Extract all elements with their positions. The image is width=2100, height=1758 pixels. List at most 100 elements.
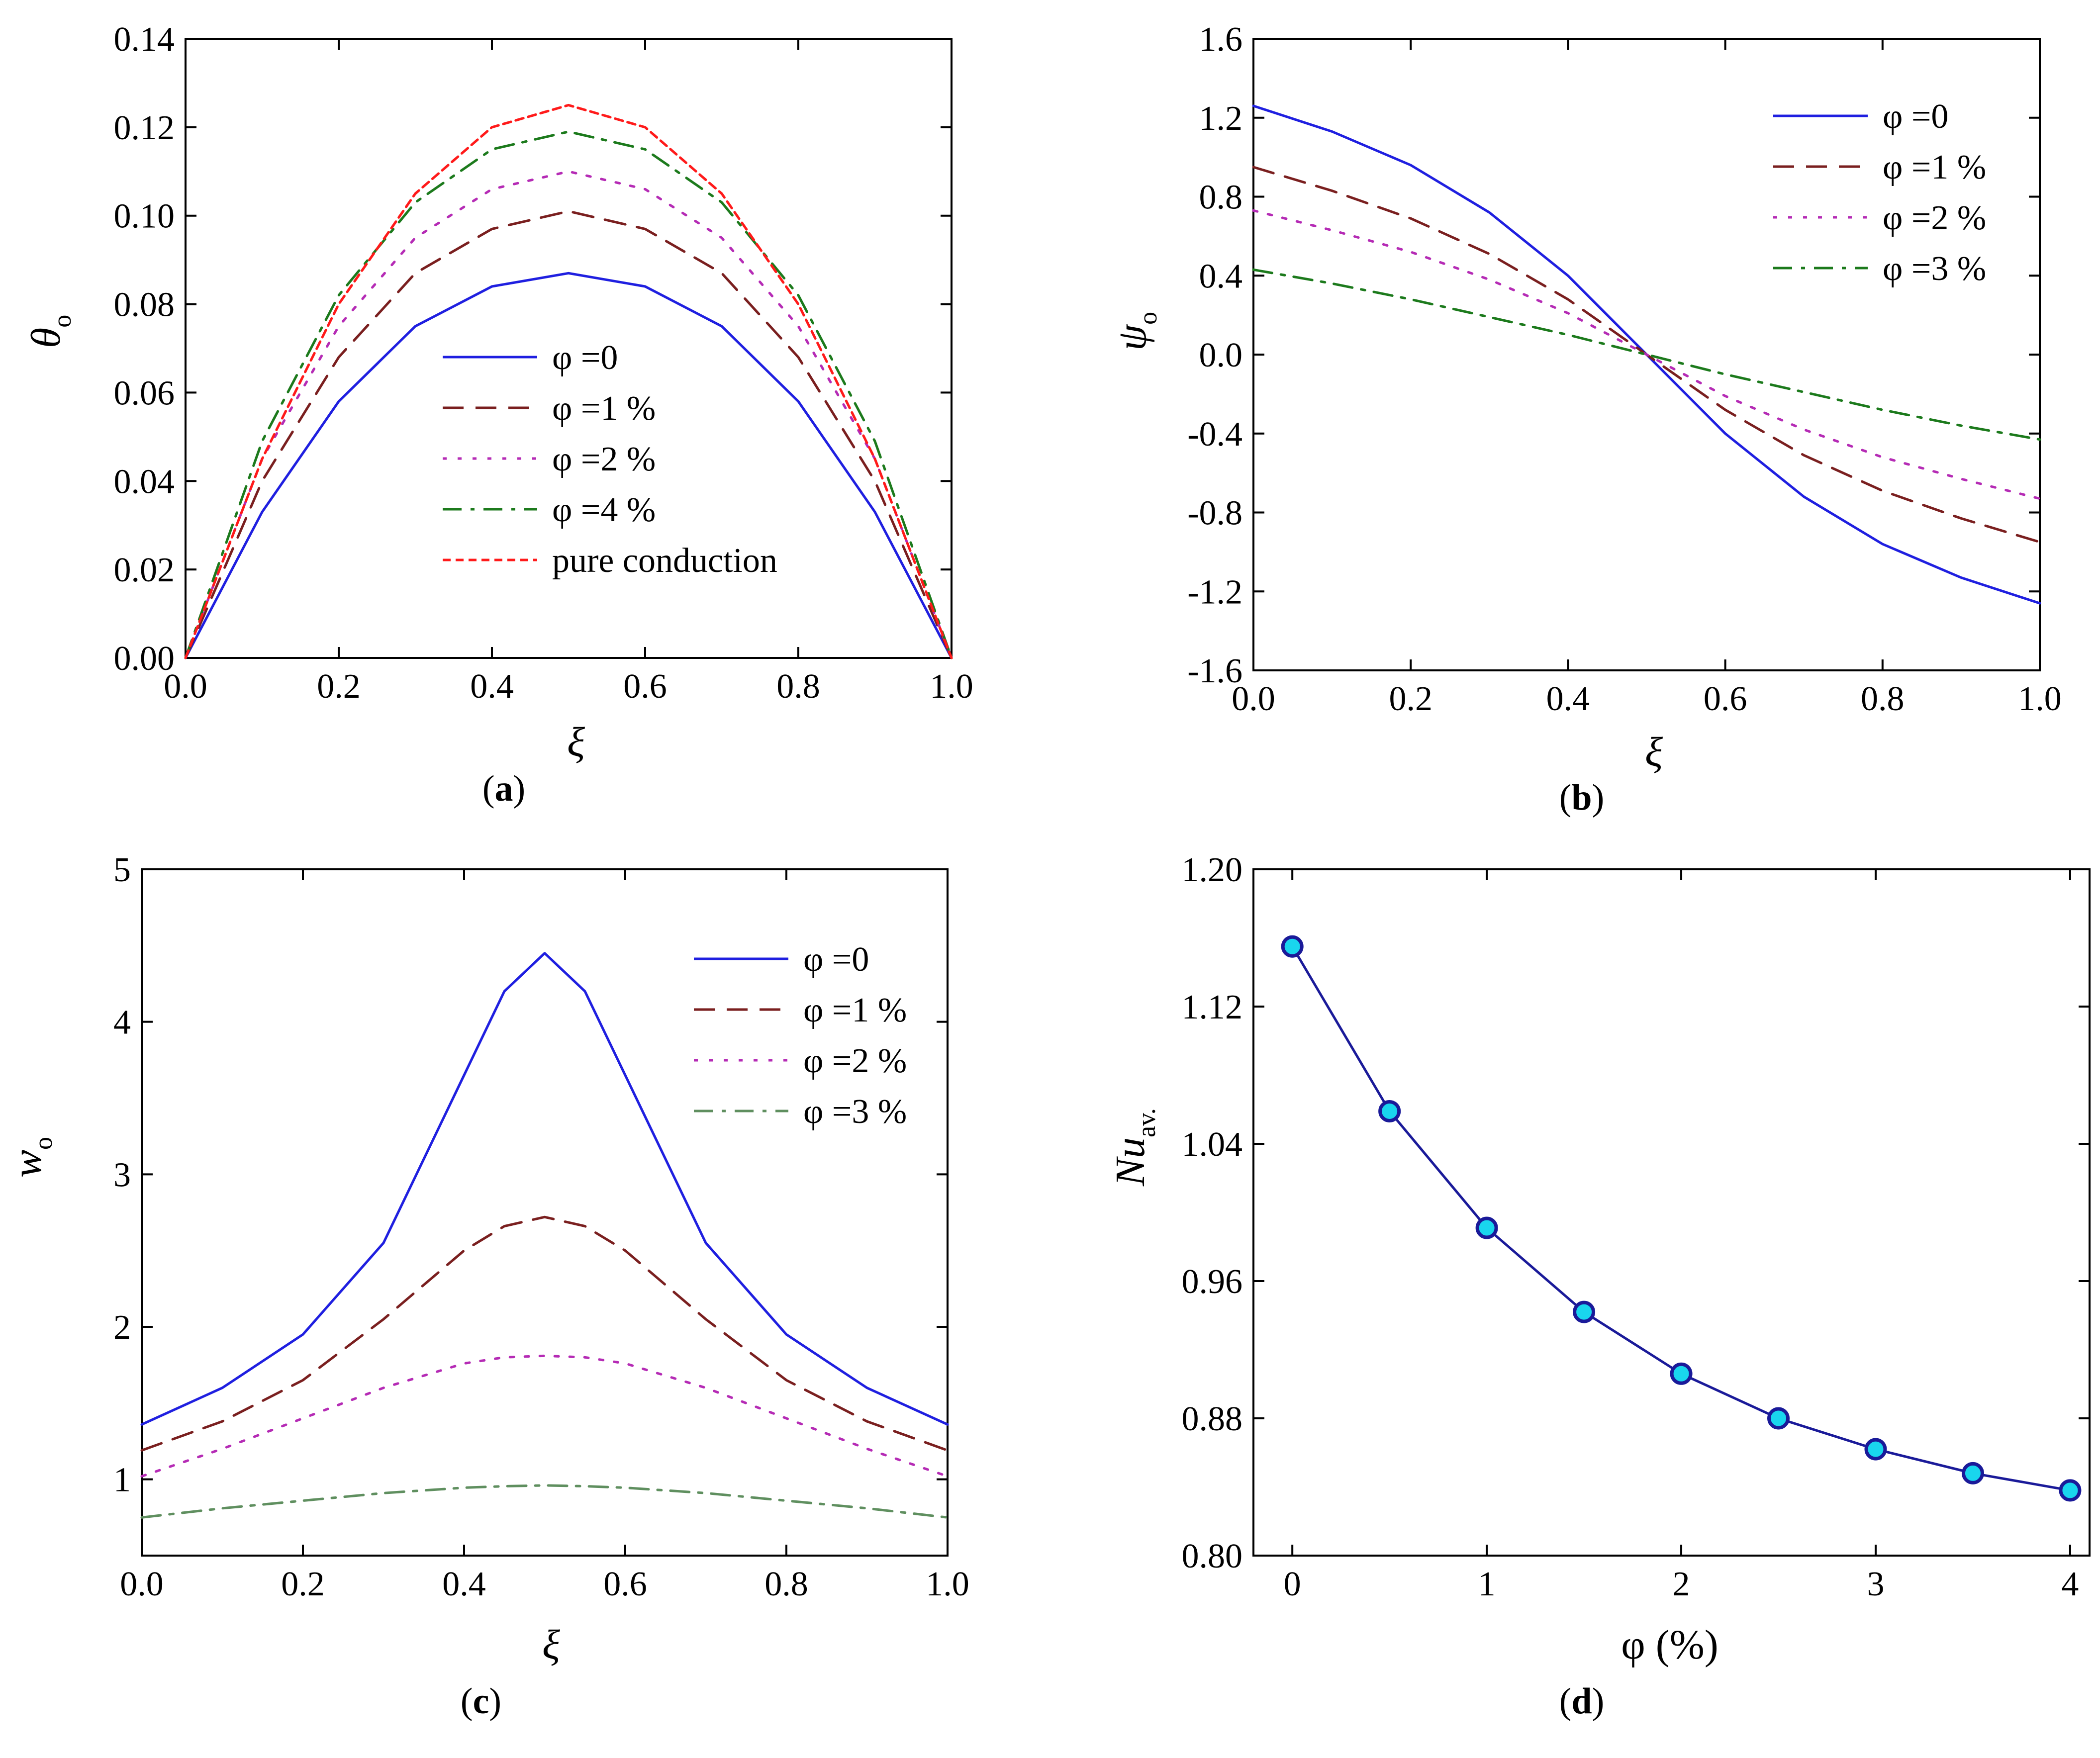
x-tick-label: 1 xyxy=(1478,1565,1496,1603)
legend-label-0: φ =0 xyxy=(552,339,618,377)
y-tick-label: 0.80 xyxy=(1182,1537,1243,1575)
y-tick-label: 0.12 xyxy=(114,109,175,147)
y-axis-label: ψo xyxy=(1109,312,1162,351)
y-tick-label: 0.4 xyxy=(1199,257,1243,295)
panel-label-close: ) xyxy=(1592,777,1605,818)
panel-label-close: ) xyxy=(489,1681,501,1722)
y-tick-label: 0.88 xyxy=(1182,1400,1243,1438)
y-axis-label-main: θ xyxy=(23,328,69,348)
x-tick-label: 1.0 xyxy=(2018,680,2062,718)
data-point xyxy=(1670,1362,1693,1385)
x-tick-label: 0.2 xyxy=(1389,680,1432,718)
x-axis-label: ξ xyxy=(567,719,585,765)
y-tick-label: 0.08 xyxy=(114,286,175,324)
y-axis-label-main: w xyxy=(4,1150,50,1178)
legend-label-4: pure conduction xyxy=(552,542,777,580)
y-tick-label: 0.00 xyxy=(114,640,175,678)
plot-frame xyxy=(141,868,949,1557)
panel-b: 0.0 0.2 0.4 0.6 0.8 1.0 -1.6 -1.2 -0.8 -0.4 0.0 0.4… xyxy=(1109,20,2062,818)
x-tick-label: 3 xyxy=(1867,1565,1884,1603)
legend-label-0: φ =0 xyxy=(1883,97,1948,136)
panel-label: (c) xyxy=(461,1681,501,1722)
x-tick-label: 0.8 xyxy=(1861,680,1905,718)
y-tick-label: 0.10 xyxy=(114,197,175,236)
y-axis-label-main: Nu xyxy=(1107,1137,1153,1187)
x-tick-label: 0.2 xyxy=(317,667,361,706)
data-point xyxy=(1573,1300,1596,1323)
legend-label-3: φ =4 % xyxy=(552,491,656,529)
x-tick-label: 0.0 xyxy=(120,1565,164,1603)
legend-label-1: φ =1 % xyxy=(1883,148,1986,186)
panel-d: 0 1 2 3 4 0.80 0.88 0.96 1.04 1.12 1.20 φ (%) Nuav. (… xyxy=(1107,851,2091,1722)
y-tick-label: -1.2 xyxy=(1187,573,1242,611)
series-line-0 xyxy=(140,952,949,1426)
y-tick-label: 1.04 xyxy=(1182,1125,1243,1164)
panel-label-letter: d xyxy=(1571,1681,1592,1722)
panel-label-open: ( xyxy=(461,1681,473,1722)
x-tick-label: 0.4 xyxy=(442,1565,486,1603)
panel-label: (b) xyxy=(1559,777,1604,818)
x-tick-label: 2 xyxy=(1673,1565,1690,1603)
y-tick-label: 0.8 xyxy=(1199,179,1243,217)
panel-label-letter: c xyxy=(473,1681,489,1722)
y-tick-label: 0.06 xyxy=(114,374,175,412)
y-axis-label: θo xyxy=(23,315,77,348)
y-axis-label: Nuav. xyxy=(1107,1108,1161,1187)
legend-label-3: φ =3 % xyxy=(803,1093,907,1131)
data-point xyxy=(1281,935,1304,958)
legend-label-2: φ =2 % xyxy=(552,440,656,478)
x-tick-label: 0.6 xyxy=(603,1565,647,1603)
data-point xyxy=(1767,1407,1790,1430)
x-tick-label: 1.0 xyxy=(930,667,973,706)
data-point xyxy=(1475,1216,1498,1239)
x-tick-label: 0.0 xyxy=(164,667,207,706)
y-tick-label: -0.8 xyxy=(1187,494,1242,533)
x-axis-label: φ (%) xyxy=(1621,1622,1718,1668)
x-tick-label: 4 xyxy=(2061,1565,2079,1603)
x-tick-label: 0.2 xyxy=(281,1565,325,1603)
y-tick-label: 0.14 xyxy=(114,20,175,59)
panel-label-letter: a xyxy=(495,768,513,809)
y-tick-label: 0.96 xyxy=(1182,1263,1243,1301)
series-line-3 xyxy=(1252,268,2041,441)
y-tick-label: 2 xyxy=(113,1308,131,1347)
data-point xyxy=(1961,1462,1984,1484)
y-tick-label: 4 xyxy=(113,1004,131,1042)
x-tick-label: 0.4 xyxy=(470,667,514,706)
series-line-2 xyxy=(1252,209,2041,500)
y-tick-label: -0.4 xyxy=(1187,415,1242,454)
y-tick-label: 1.12 xyxy=(1182,988,1243,1026)
y-tick-label: 0.04 xyxy=(114,463,175,501)
panel-a: 0.0 0.2 0.4 0.6 0.8 1.0 0.00 0.02 0.04 0.06 0.08 0.… xyxy=(23,20,973,809)
x-tick-label: 0.0 xyxy=(1232,680,1275,718)
panel-c: 0.0 0.2 0.4 0.6 0.8 1.0 1 2 3 4 5 ξ wo φ =0 φ =1 % φ =2… xyxy=(4,851,969,1722)
x-tick-label: 0.8 xyxy=(764,1565,808,1603)
series-line-1 xyxy=(140,1215,949,1452)
series-line-2 xyxy=(140,1354,949,1478)
legend-label-1: φ =1 % xyxy=(552,389,656,428)
y-tick-label: 3 xyxy=(113,1156,131,1194)
x-tick-label: 0.6 xyxy=(623,667,667,706)
x-axis-label: ξ xyxy=(1645,729,1663,775)
y-tick-label: 5 xyxy=(113,851,131,889)
y-tick-label: 1.2 xyxy=(1199,99,1243,138)
legend-label-2: φ =2 % xyxy=(1883,199,1986,237)
legend-label-1: φ =1 % xyxy=(803,991,907,1029)
panel-label-open: ( xyxy=(482,768,495,809)
legend-label-2: φ =2 % xyxy=(803,1042,907,1080)
series-line-3 xyxy=(140,1484,949,1519)
series-line-4 xyxy=(184,103,953,659)
y-tick-label: 1.20 xyxy=(1182,851,1243,889)
x-tick-label: 0.4 xyxy=(1546,680,1590,718)
panel-label-close: ) xyxy=(513,768,526,809)
y-axis-label-subscript: av. xyxy=(1133,1108,1161,1137)
data-point xyxy=(1864,1438,1887,1461)
x-tick-label: 0.8 xyxy=(776,667,820,706)
panel-label-open: ( xyxy=(1559,1681,1572,1722)
legend-label-3: φ =3 % xyxy=(1883,250,1986,288)
x-axis-label: ξ xyxy=(542,1622,560,1668)
y-tick-label: 1.6 xyxy=(1199,20,1243,59)
series-line-3 xyxy=(184,130,953,659)
y-tick-label: -1.6 xyxy=(1187,652,1242,690)
